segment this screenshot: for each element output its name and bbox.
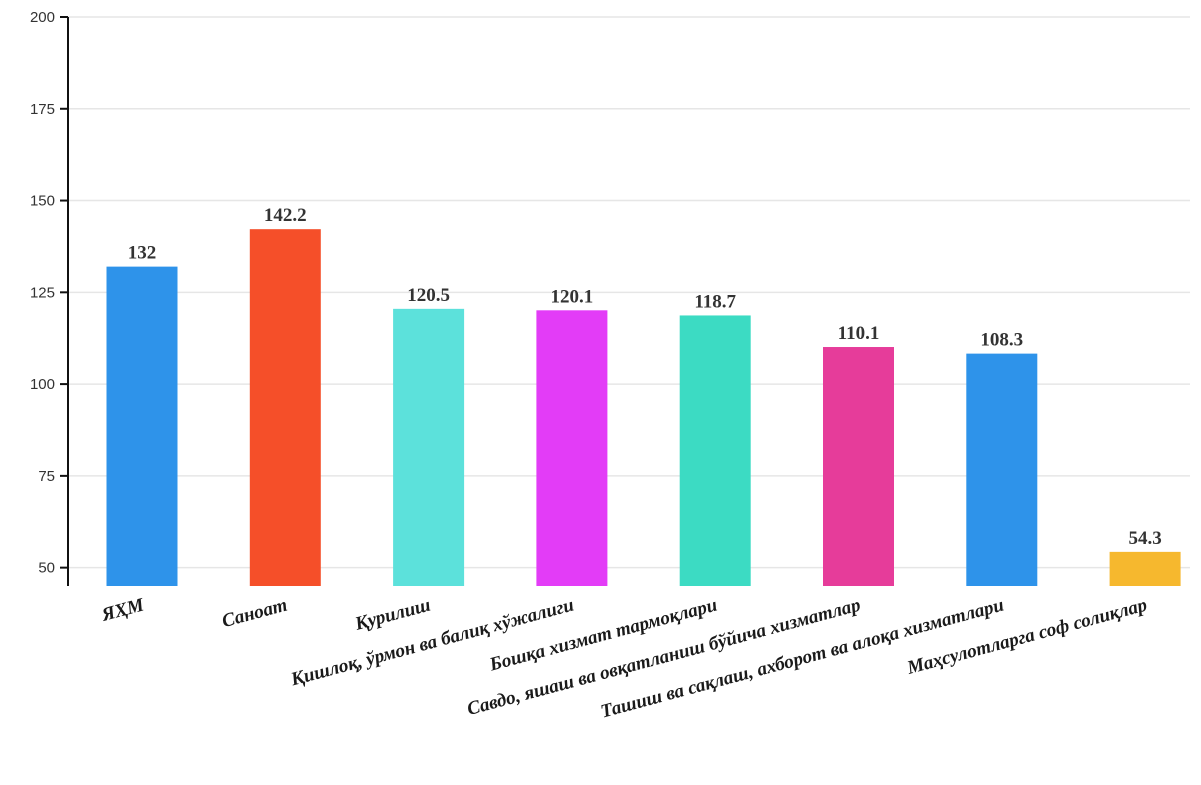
y-tick-label-200: 200 bbox=[30, 9, 55, 26]
bar-8 bbox=[1109, 551, 1181, 586]
category-label-1: ЯҲМ bbox=[99, 594, 148, 626]
category-label-3: Қурилиш bbox=[352, 595, 433, 636]
bars bbox=[106, 229, 1181, 586]
y-tick-label-125: 125 bbox=[30, 284, 55, 301]
y-tick-label-175: 175 bbox=[30, 101, 55, 118]
bar-1 bbox=[106, 266, 178, 586]
data-label-1: 132 bbox=[128, 243, 157, 264]
data-label-5: 118.7 bbox=[694, 291, 736, 312]
data-label-8: 54.3 bbox=[1128, 528, 1161, 549]
y-tick-label-150: 150 bbox=[30, 193, 55, 210]
bar-7 bbox=[966, 353, 1038, 586]
data-label-2: 142.2 bbox=[264, 205, 307, 226]
data-label-7: 108.3 bbox=[980, 330, 1023, 351]
bar-6 bbox=[823, 347, 894, 586]
data-label-3: 120.5 bbox=[407, 285, 450, 306]
bar-4 bbox=[536, 310, 608, 586]
y-tick-label-50: 50 bbox=[38, 560, 55, 577]
y-tick-label-75: 75 bbox=[38, 468, 55, 485]
data-labels: 132 142.2 120.5 120.1 118.7 110.1 108.3 54.3 bbox=[128, 205, 1162, 549]
y-axis: 50 75 100 125 150 175 200 bbox=[30, 9, 69, 586]
y-tick-label-100: 100 bbox=[30, 376, 55, 393]
bar-5 bbox=[679, 315, 751, 586]
data-label-4: 120.1 bbox=[551, 286, 594, 307]
bar-2 bbox=[249, 229, 321, 586]
category-label-8: Маҳсулотларга соф солиқлар bbox=[904, 595, 1149, 680]
bar-3 bbox=[393, 308, 465, 586]
data-label-6: 110.1 bbox=[838, 323, 880, 344]
category-label-2: Саноат bbox=[220, 595, 290, 633]
